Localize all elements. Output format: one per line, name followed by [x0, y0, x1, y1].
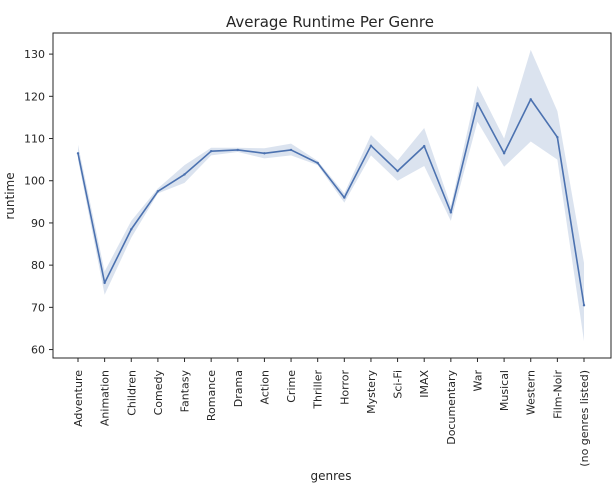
y-tick-label: 130 — [24, 48, 45, 61]
y-tick-label: 70 — [31, 301, 45, 314]
data-point — [582, 304, 586, 307]
data-point — [423, 144, 426, 148]
x-tick-label: Musical — [498, 370, 511, 411]
data-point — [396, 169, 399, 173]
data-point — [103, 281, 106, 285]
y-tick-label: 90 — [31, 217, 45, 230]
y-tick-label: 80 — [31, 259, 45, 272]
data-point — [449, 211, 453, 214]
x-tick-label: (no genres listed) — [578, 370, 591, 467]
y-tick-label: 120 — [24, 90, 45, 103]
data-point — [369, 144, 373, 147]
data-point — [130, 228, 133, 231]
data-point — [76, 152, 80, 155]
x-tick-label: IMAX — [418, 370, 431, 398]
data-point — [343, 196, 346, 199]
data-point — [209, 149, 213, 153]
confidence-band — [78, 49, 584, 342]
data-point — [316, 161, 319, 165]
chart-title: Average Runtime Per Genre — [226, 13, 434, 31]
x-tick-label: Adventure — [72, 370, 85, 427]
plot-area — [76, 49, 586, 342]
x-tick-label: Action — [258, 370, 271, 404]
x-tick-label: Western — [525, 370, 538, 415]
x-tick-label: Comedy — [152, 370, 165, 416]
x-tick-label: Film-Noir — [551, 370, 564, 419]
x-tick-label: Drama — [232, 370, 245, 407]
y-axis-label: runtime — [3, 172, 17, 219]
x-tick-label: Horror — [338, 370, 351, 405]
x-tick-label: Mystery — [365, 370, 378, 414]
x-tick-label: Thriller — [312, 370, 325, 410]
y-tick-label: 100 — [24, 175, 45, 188]
y-tick-label: 60 — [31, 344, 45, 357]
data-point — [556, 136, 559, 139]
x-tick-label: Documentary — [445, 370, 458, 445]
x-tick-label: War — [471, 370, 484, 392]
x-tick-label: Crime — [285, 370, 298, 403]
data-point — [156, 190, 160, 193]
x-axis-label: genres — [311, 469, 352, 483]
x-tick-label: Animation — [99, 370, 112, 426]
data-point — [476, 102, 479, 105]
series-line — [77, 98, 585, 306]
data-point — [263, 152, 266, 155]
data-point — [289, 148, 293, 152]
data-point — [236, 148, 239, 152]
data-point — [183, 173, 186, 176]
plot-frame — [52, 32, 612, 359]
data-point — [502, 152, 506, 155]
x-tick-label: Romance — [205, 370, 218, 421]
y-tick-label: 110 — [24, 133, 45, 146]
data-point — [529, 98, 532, 101]
x-tick-label: Sci-Fi — [392, 370, 405, 399]
x-tick-label: Children — [125, 370, 138, 416]
x-tick-label: Fantasy — [179, 370, 192, 413]
